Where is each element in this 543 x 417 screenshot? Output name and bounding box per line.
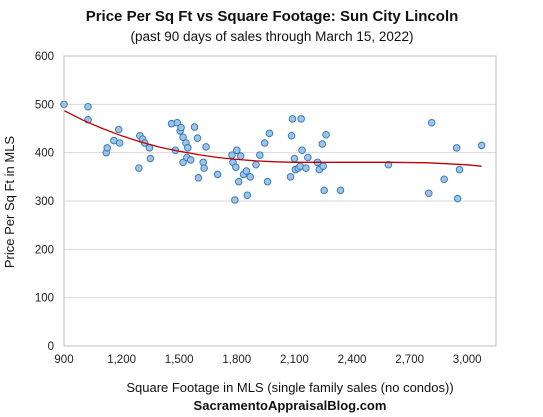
data-point (231, 196, 239, 204)
data-points (60, 100, 486, 204)
data-point (179, 133, 187, 141)
data-point (320, 186, 328, 195)
data-point (336, 186, 345, 195)
data-point (252, 160, 260, 169)
data-point (200, 164, 208, 172)
plot-area-frame (63, 55, 497, 347)
y-tick-label: 0 (48, 341, 54, 353)
gridlines (64, 55, 496, 347)
data-point (213, 170, 222, 179)
data-point (233, 146, 241, 154)
data-point (440, 175, 448, 183)
data-point (234, 177, 243, 186)
y-axis-label: Price Per Sq Ft in MLS (2, 136, 17, 269)
x-tick-label: 1,800 (222, 354, 251, 366)
data-point (427, 118, 436, 127)
x-tick-label: 2,100 (280, 354, 309, 366)
data-point (186, 156, 195, 164)
data-point (297, 115, 305, 123)
data-point (190, 123, 199, 131)
data-point (179, 158, 187, 167)
data-point (146, 154, 155, 163)
data-point (318, 140, 326, 148)
data-point (453, 194, 462, 203)
y-tick-label: 600 (35, 51, 54, 63)
data-point (265, 129, 274, 138)
data-point (302, 164, 310, 172)
data-point (290, 154, 299, 163)
x-tick-label: 3,000 (453, 354, 482, 366)
chart-subtitle: (past 90 days of sales through March 15,… (131, 29, 414, 44)
data-point (477, 141, 486, 150)
y-tick-label: 400 (35, 148, 54, 160)
data-point (322, 131, 330, 139)
data-point (177, 123, 185, 132)
trendline (63, 110, 482, 167)
data-point (84, 102, 92, 111)
data-point (193, 134, 202, 142)
y-tick-label: 200 (35, 244, 54, 256)
x-tick-label: 900 (54, 354, 73, 366)
data-point (384, 160, 393, 169)
data-point (242, 167, 251, 175)
data-point (304, 153, 312, 162)
x-tick-label: 1,200 (107, 354, 136, 366)
data-point (236, 152, 245, 160)
data-point (263, 177, 272, 186)
data-point (173, 118, 182, 127)
x-tick-label: 2,400 (338, 354, 367, 366)
data-point (260, 139, 269, 147)
footer-website: SacramentoAppraisalBlog.com (194, 398, 387, 413)
data-point (319, 162, 327, 170)
data-point (135, 164, 143, 172)
data-point (286, 173, 295, 181)
data-point (452, 144, 461, 152)
data-point (115, 139, 124, 147)
data-point (184, 144, 192, 152)
data-point (202, 143, 210, 151)
data-point (425, 189, 433, 198)
y-tick-label: 300 (35, 196, 54, 208)
y-axis-ticks: 0 100 200 300 400 500 600 (35, 51, 54, 353)
data-point (298, 146, 306, 154)
x-tick-label: 1,500 (165, 354, 194, 366)
x-axis-label: Square Footage in MLS (single family sal… (126, 380, 453, 395)
x-tick-label: 2,700 (395, 354, 424, 366)
data-point (455, 165, 464, 174)
data-point (288, 115, 297, 123)
data-point (114, 125, 123, 134)
y-tick-label: 100 (35, 293, 54, 305)
x-axis-ticks: 900 1,200 1,500 1,800 2,100 2,400 2,700 3,000 (54, 354, 481, 366)
chart-title: Price Per Sq Ft vs Square Footage: Sun C… (86, 8, 459, 25)
data-point (194, 174, 203, 182)
data-point (246, 173, 254, 181)
data-point (232, 163, 240, 171)
data-point (103, 144, 111, 152)
data-point (287, 131, 296, 140)
data-point (243, 191, 252, 199)
data-point (256, 151, 264, 159)
y-tick-label: 500 (35, 99, 54, 111)
